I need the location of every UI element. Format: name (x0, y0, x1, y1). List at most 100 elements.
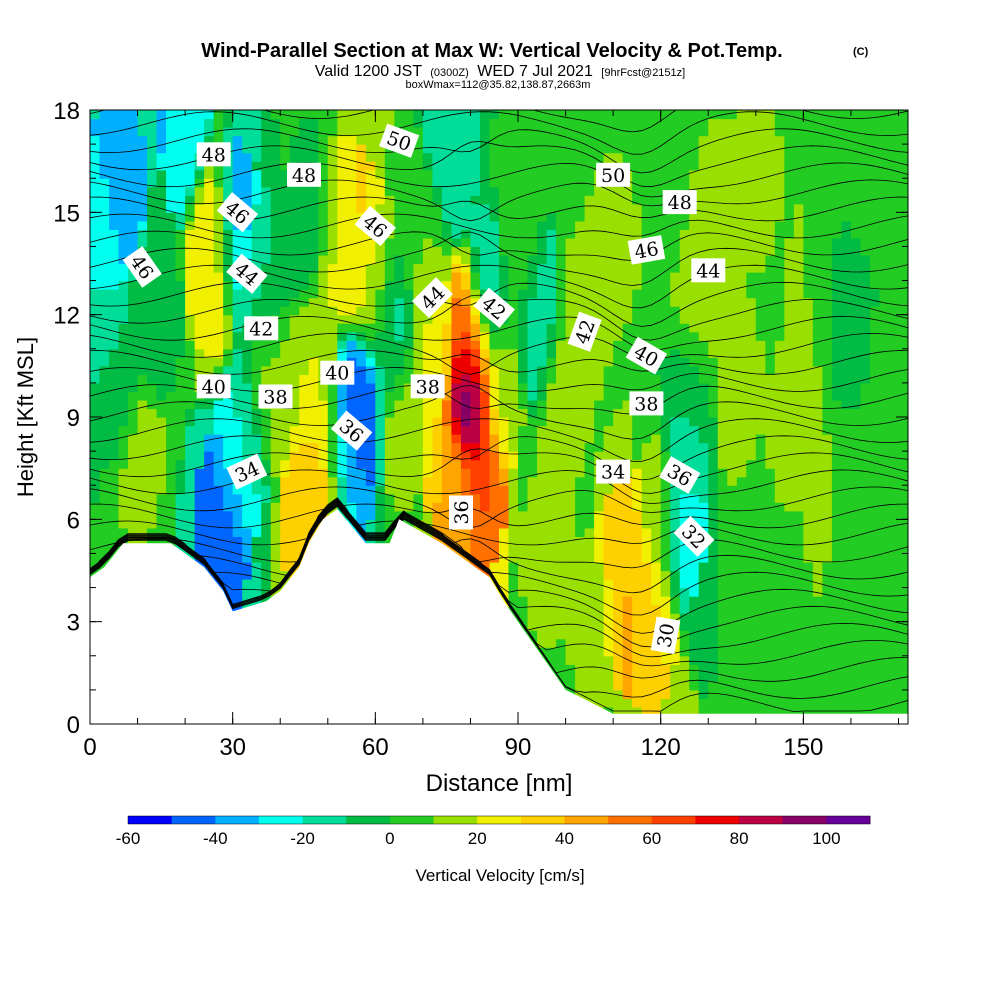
colorbar-swatch (564, 816, 609, 824)
theta-contour (90, 315, 908, 351)
colorbar-swatch (346, 816, 391, 824)
contour-label: 48 (287, 162, 321, 187)
x-axis-label: Distance [nm] (426, 770, 573, 797)
subtitle-valid: Valid 1200 JST (315, 63, 423, 80)
contour-label: 48 (662, 190, 697, 215)
theta-contour (90, 213, 908, 239)
theta-contour (90, 501, 908, 648)
contour-label-text: 30 (654, 622, 680, 650)
contour-label-text: 40 (202, 376, 226, 398)
subtitle-utc: (0300Z) (430, 67, 469, 79)
contour-label-text: 38 (634, 393, 658, 415)
theta-contour (90, 162, 908, 198)
y-axis-label: Height [Kft MSL] (13, 337, 38, 497)
contour-label-text: 48 (292, 165, 316, 187)
contour-label: 38 (410, 374, 445, 399)
contour-label-text: 42 (249, 318, 273, 340)
y-tick-label: 9 (67, 405, 80, 432)
y-tick-label: 6 (67, 507, 80, 534)
theta-contour (90, 497, 908, 546)
contour-label-text: 44 (696, 260, 720, 282)
copyright-mark: (C) (853, 46, 869, 58)
colorbar-swatch (651, 816, 696, 824)
colorbar-swatch (389, 816, 434, 824)
y-tick-label: 0 (67, 712, 80, 739)
theta-contour (90, 498, 908, 594)
contour-label-text: 46 (633, 238, 661, 264)
colorbar-swatch (739, 816, 784, 824)
colorbar: -60 -40 -20 0 20 40 60 80 100 (116, 815, 871, 848)
contour-label-text: 48 (202, 144, 226, 166)
colorbar-swatch (171, 816, 216, 824)
contour-label: 40 (320, 360, 355, 385)
colorbar-swatch (608, 816, 653, 824)
theta-contour (90, 499, 908, 616)
colorbar-tick-label: 60 (642, 829, 661, 848)
colorbar-swatch (477, 816, 522, 824)
contour-label-text: 50 (601, 165, 625, 187)
theta-contour (90, 332, 908, 375)
colorbar-swatch (215, 816, 260, 824)
colorbar-label: Vertical Velocity [cm/s] (415, 866, 584, 885)
theta-contour (90, 196, 908, 222)
x-tick-label: 120 (641, 734, 681, 761)
colorbar-swatch (433, 816, 478, 824)
chart-title: Wind-Parallel Section at Max W: Vertical… (201, 40, 782, 62)
y-tick-label: 12 (53, 303, 80, 330)
pot-temp-contours (90, 110, 908, 713)
colorbar-swatch (258, 816, 303, 824)
subtitle-date: WED 7 Jul 2021 (477, 63, 593, 80)
y-tick-label: 15 (53, 200, 80, 227)
y-tick-label: 18 (53, 98, 80, 125)
colorbar-tick-label: 100 (812, 829, 840, 848)
colorbar-swatch (520, 816, 565, 824)
contour-label: 34 (596, 459, 631, 484)
colorbar-tick-label: -40 (203, 829, 228, 848)
contour-label: 50 (596, 162, 631, 187)
contour-label: 44 (691, 258, 726, 283)
x-tick-label: 60 (362, 734, 389, 761)
theta-contour (90, 231, 908, 286)
x-tick-label: 0 (83, 734, 96, 761)
theta-contour (90, 469, 908, 505)
colorbar-swatch (695, 816, 740, 824)
colorbar-swatch (128, 816, 173, 824)
x-tick-label: 90 (505, 734, 532, 761)
theta-contour (90, 264, 908, 309)
y-tick-label: 3 (67, 610, 80, 637)
colorbar-tick-label: 80 (730, 829, 749, 848)
theta-contour (90, 350, 908, 375)
colorbar-tick-label: 20 (468, 829, 487, 848)
theta-contour (90, 128, 908, 174)
theta-contour (90, 486, 908, 529)
theta-contour (90, 498, 908, 569)
theta-contour (90, 111, 908, 155)
colorbar-tick-label: 0 (385, 829, 394, 848)
contour-label-text: 40 (325, 363, 349, 385)
contour-label-text: 48 (668, 192, 692, 214)
x-tick-label: 30 (219, 734, 246, 761)
theta-contour (90, 448, 908, 494)
contour-label: 38 (258, 384, 293, 409)
theta-contour (90, 281, 908, 327)
colorbar-swatch (826, 816, 871, 824)
colorbar-tick-label: 40 (555, 829, 574, 848)
theta-contour (90, 435, 908, 481)
contour-label: 40 (196, 374, 231, 399)
contour-label: 42 (473, 287, 515, 328)
contour-label: 48 (196, 142, 231, 167)
contour-label: 36 (449, 495, 473, 530)
chart-subtitle: Valid 1200 JST (0300Z) WED 7 Jul 2021 [9… (315, 63, 685, 80)
contour-label: 38 (629, 391, 664, 416)
colorbar-tick-label: -20 (290, 829, 315, 848)
x-tick-label: 150 (783, 734, 823, 761)
contour-label-text: 36 (451, 500, 473, 524)
subtitle-forecast: [9hrFcst@2151z] (601, 67, 685, 79)
terrain-mask (90, 509, 908, 724)
colorbar-frame (127, 815, 871, 825)
contour-label: 42 (244, 316, 279, 341)
theta-contour (90, 230, 908, 261)
